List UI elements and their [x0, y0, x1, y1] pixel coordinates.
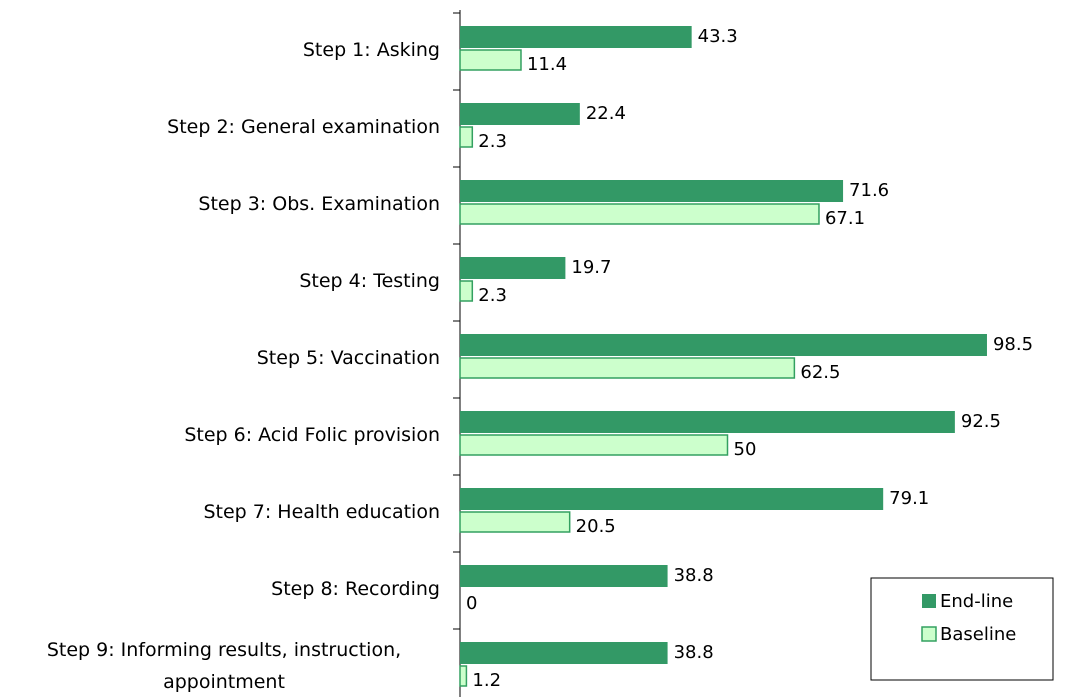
value-label: 20.5 — [576, 516, 616, 537]
value-label: 11.4 — [527, 54, 567, 75]
legend-swatch — [921, 626, 937, 642]
value-label: 50 — [734, 439, 757, 460]
value-label: 92.5 — [961, 411, 1001, 432]
value-label: 38.8 — [674, 565, 714, 586]
category-label: Step 7: Health education — [203, 500, 440, 523]
value-label: 62.5 — [800, 362, 840, 383]
legend-box — [870, 577, 1054, 681]
bar — [459, 49, 522, 71]
category-label: Step 1: Asking — [302, 38, 440, 61]
bar — [459, 126, 474, 148]
bar — [459, 665, 468, 687]
value-label: 38.8 — [674, 642, 714, 663]
category-label: Step 8: Recording — [271, 577, 440, 600]
bar — [459, 511, 571, 533]
category-label: Step 9: Informing results, instruction, … — [46, 638, 402, 693]
bar — [460, 642, 668, 664]
value-label: 43.3 — [698, 26, 738, 47]
value-label: 0 — [466, 593, 477, 614]
value-label: 71.6 — [849, 180, 889, 201]
legend-swatch — [922, 594, 936, 608]
bar — [459, 357, 796, 379]
bar — [459, 280, 474, 302]
legend-label: End-line — [940, 591, 1013, 612]
bar — [460, 334, 987, 356]
value-label: 2.3 — [478, 285, 507, 306]
bar — [459, 434, 729, 456]
value-label: 22.4 — [586, 103, 626, 124]
bar — [460, 26, 692, 48]
bar — [460, 180, 844, 202]
bar — [460, 411, 955, 433]
value-label: 2.3 — [478, 131, 507, 152]
bar — [460, 565, 668, 587]
bar — [459, 203, 820, 225]
value-label: 67.1 — [825, 208, 865, 229]
legend-label: Baseline — [940, 624, 1016, 645]
bar — [460, 257, 566, 279]
value-label: 79.1 — [889, 488, 929, 509]
category-label: Step 3: Obs. Examination — [198, 192, 440, 215]
category-label: Step 2: General examination — [167, 115, 440, 138]
category-label: Step 4: Testing — [299, 269, 440, 292]
value-label: 19.7 — [571, 257, 611, 278]
bar — [460, 103, 580, 125]
bar — [460, 488, 884, 510]
category-label: Step 6: Acid Folic provision — [184, 423, 440, 446]
category-label: Step 5: Vaccination — [256, 346, 440, 369]
value-label: 1.2 — [472, 670, 501, 691]
value-label: 98.5 — [993, 334, 1033, 355]
